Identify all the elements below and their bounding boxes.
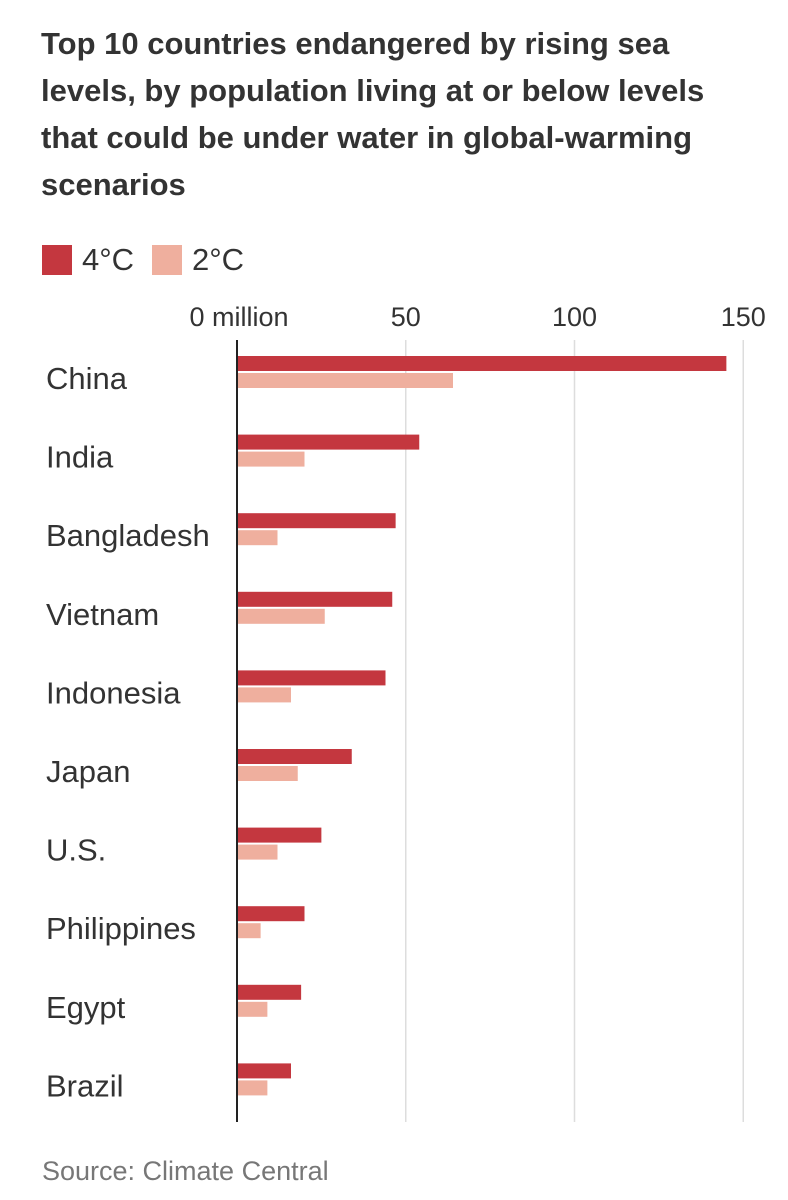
category-label: China — [46, 361, 128, 396]
category-label: Vietnam — [46, 597, 159, 632]
bar-2c — [237, 687, 291, 703]
bar-2c — [237, 766, 298, 781]
bar-2c — [237, 844, 278, 860]
bar-2c — [237, 1080, 268, 1096]
bar-2c — [237, 451, 305, 467]
x-tick-label: 0 million — [189, 302, 288, 332]
bar-2c — [237, 608, 325, 624]
x-tick-label: 100 — [552, 302, 597, 332]
bar-2c — [237, 373, 453, 388]
category-label: U.S. — [46, 833, 106, 868]
category-label: Japan — [46, 754, 130, 789]
category-label: Egypt — [46, 990, 126, 1025]
bar-4c — [237, 591, 393, 607]
bar-chart: 0 million 50 100 150 China India Bangladesh Vie… — [46, 302, 766, 1122]
bar-4c — [237, 827, 322, 843]
legend-item-2c: 2°C — [152, 242, 244, 278]
bar-4c — [237, 356, 727, 371]
legend-swatch-4c — [42, 245, 72, 275]
legend-label-2c: 2°C — [192, 242, 245, 277]
bar-2c — [237, 923, 261, 939]
bar-4c — [237, 670, 386, 686]
bar-4c — [237, 1063, 291, 1079]
x-tick-label: 50 — [391, 302, 421, 332]
category-label: India — [46, 440, 114, 475]
bar-4c — [237, 984, 302, 1000]
bar-4c — [237, 513, 396, 529]
category-label: Philippines — [46, 911, 196, 946]
category-label: Brazil — [46, 1068, 124, 1103]
legend-swatch-2c — [152, 245, 183, 275]
bar-4c — [237, 749, 352, 764]
legend-item-4c: 4°C — [42, 242, 134, 278]
source-note: Source: Climate Central — [42, 1156, 329, 1186]
bar-4c — [237, 434, 420, 450]
bar-2c — [237, 530, 278, 546]
legend-label-4c: 4°C — [82, 242, 135, 277]
category-label: Bangladesh — [46, 518, 210, 553]
chart-title: Top 10 countries endangered by rising se… — [41, 26, 705, 202]
category-label: Indonesia — [46, 675, 181, 710]
legend: 4°C 2°C — [42, 238, 262, 282]
bar-4c — [237, 906, 305, 922]
x-tick-label: 150 — [721, 302, 766, 332]
bar-2c — [237, 1001, 268, 1017]
